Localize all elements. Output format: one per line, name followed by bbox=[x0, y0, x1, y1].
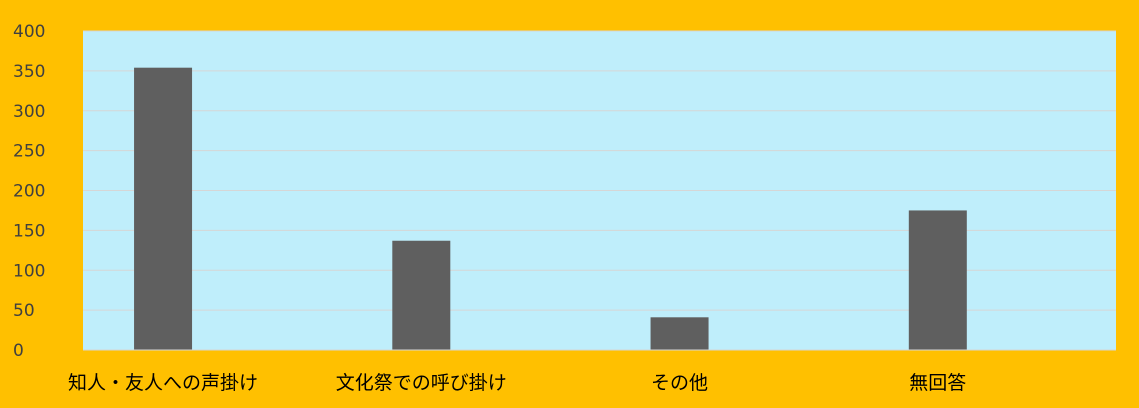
x-category-label: 文化祭での呼び掛け bbox=[336, 372, 507, 394]
y-tick-label: 50 bbox=[13, 301, 35, 321]
bar-3 bbox=[650, 317, 709, 350]
bar-2 bbox=[392, 240, 451, 350]
bar-1 bbox=[134, 67, 193, 350]
y-tick-label: 100 bbox=[13, 261, 45, 281]
y-tick-label: 300 bbox=[13, 102, 45, 122]
x-category-label: 知人・友人への声掛け bbox=[68, 372, 258, 394]
bar-4 bbox=[908, 210, 967, 350]
bars bbox=[134, 67, 967, 350]
x-axis-labels: 知人・友人への声掛け 文化祭での呼び掛け その他 無回答 bbox=[68, 372, 966, 394]
y-tick-label: 150 bbox=[13, 221, 45, 241]
y-tick-label: 200 bbox=[13, 182, 45, 202]
y-axis-ticks: 0 50 100 150 200 250 300 350 400 bbox=[13, 22, 45, 361]
x-category-label: その他 bbox=[651, 372, 708, 394]
y-tick-label: 250 bbox=[13, 142, 45, 162]
x-category-label: 無回答 bbox=[909, 372, 966, 394]
y-tick-label: 0 bbox=[13, 341, 24, 361]
y-tick-label: 400 bbox=[13, 22, 45, 42]
y-tick-label: 350 bbox=[13, 62, 45, 82]
